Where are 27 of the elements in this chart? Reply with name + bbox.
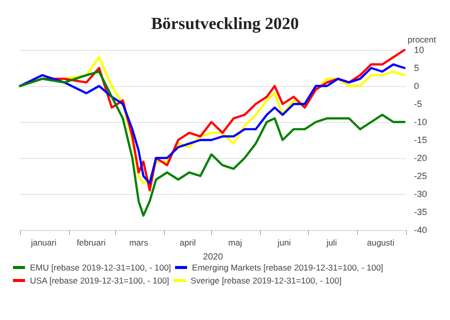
y-tick-label: 10 (414, 45, 424, 55)
x-tick-label: maj (228, 238, 242, 248)
x-tick-label: februari (76, 238, 106, 248)
y-tick-label: -30 (414, 189, 428, 199)
y-tick-label: -40 (414, 225, 428, 235)
y-tick-label: 0 (414, 81, 420, 91)
x-tick-label: juli (325, 238, 337, 248)
x-tick-label: juni (276, 238, 291, 248)
x-axis-title: 2020 (202, 251, 224, 262)
y-tick-label: -5 (414, 99, 422, 109)
x-tick-label: januari (30, 238, 57, 248)
legend-label: Emerging Markets [rebase 2019-12-31=100, - 100] (192, 262, 384, 272)
legend-label: USA [rebase 2019-12-31=100, - 100] (30, 276, 170, 286)
x-tick-label: mars (129, 238, 148, 248)
line-series (18, 70, 406, 217)
y-axis-title: procent (408, 34, 437, 44)
y-tick-label: -35 (414, 207, 428, 217)
chart-title: Börsutveckling 2020 (151, 14, 299, 33)
x-tick-label: april (180, 238, 196, 248)
y-tick-label: -20 (414, 153, 428, 163)
y-tick-label: -25 (414, 171, 428, 181)
legend-label: Sverige [rebase 2019-12-31=100, - 100] (190, 276, 342, 286)
y-tick-label: -10 (414, 117, 428, 127)
legend-label: EMU [rebase 2019-12-31=100, - 100] (30, 262, 172, 272)
y-tick-label: -15 (414, 135, 428, 145)
y-tick-label: 5 (414, 63, 420, 73)
x-tick-label: augusti (366, 238, 394, 248)
